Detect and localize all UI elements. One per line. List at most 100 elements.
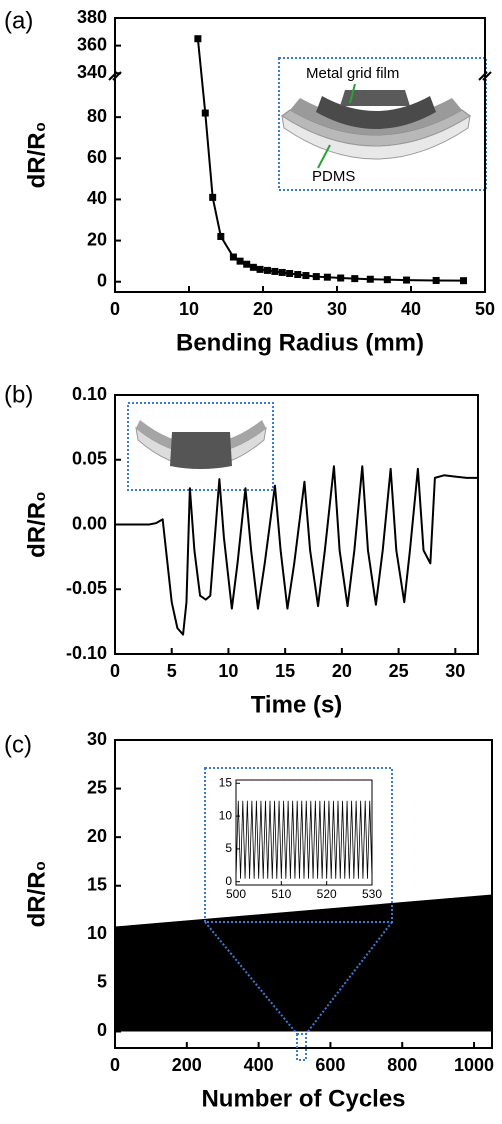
x-tick-label: 30 xyxy=(327,299,347,319)
y-tick-label: 80 xyxy=(87,106,107,126)
x-tick-label: 20 xyxy=(253,299,273,319)
x-tick-label: 510 xyxy=(271,887,291,901)
x-tick-label: 30 xyxy=(445,661,465,681)
x-tick-label: 10 xyxy=(218,661,238,681)
x-tick-label: 520 xyxy=(317,887,337,901)
x-tick-label: 0 xyxy=(110,1055,120,1075)
x-tick-label: 0 xyxy=(110,661,120,681)
pointer xyxy=(349,83,356,104)
y-tick-label: 10 xyxy=(219,808,233,822)
data-point xyxy=(366,275,374,283)
y-tick-label: 0.00 xyxy=(72,513,107,533)
y-tick-label: -0.10 xyxy=(66,643,107,663)
data-point xyxy=(194,35,202,43)
panel-label: (b) xyxy=(4,381,33,408)
data-point xyxy=(236,257,244,265)
y-tick-label: 40 xyxy=(87,188,107,208)
x-tick-label: 1000 xyxy=(454,1055,494,1075)
y-tick-label: 20 xyxy=(87,826,107,846)
data-point xyxy=(263,266,271,274)
y-tick-label: 5 xyxy=(97,972,107,992)
x-tick-label: 15 xyxy=(275,661,295,681)
data-point xyxy=(302,272,310,280)
pointer xyxy=(317,144,331,169)
zoom-line xyxy=(305,921,393,1035)
x-tick-label: 40 xyxy=(401,299,421,319)
y-tick-label: 20 xyxy=(87,229,107,249)
data-point xyxy=(229,253,237,261)
data-point xyxy=(403,276,411,284)
data-point xyxy=(249,263,257,271)
x-tick-label: 600 xyxy=(315,1055,345,1075)
data-line xyxy=(235,800,373,879)
y-tick-label: -0.05 xyxy=(66,578,107,598)
y-tick-label: 60 xyxy=(87,147,107,167)
inset-frame xyxy=(127,402,274,491)
y-tick-label: 0.05 xyxy=(72,449,107,469)
y-tick-label: 10 xyxy=(87,923,107,943)
plot-frame xyxy=(114,17,486,293)
zoom-line xyxy=(204,921,298,1035)
y-axis-title: dR/R₀ xyxy=(23,491,50,558)
data-point xyxy=(383,276,391,284)
data-point xyxy=(432,276,440,284)
x-tick-label: 5 xyxy=(167,661,177,681)
data-band xyxy=(115,894,492,1032)
data-point xyxy=(256,265,264,273)
data-point xyxy=(294,271,302,279)
x-tick-label: 25 xyxy=(389,661,409,681)
data-point xyxy=(323,273,331,281)
annotation: Metal grid film xyxy=(306,65,399,82)
plot-frame xyxy=(114,394,479,655)
y-tick-label: 0 xyxy=(225,874,232,888)
y-tick-label: 25 xyxy=(87,777,107,797)
x-tick-label: 500 xyxy=(226,887,246,901)
data-point xyxy=(312,273,320,281)
data-point xyxy=(271,267,279,275)
y-tick-label: 15 xyxy=(87,874,107,894)
film-illustration xyxy=(135,420,267,469)
data-point xyxy=(337,274,345,282)
zoom-region xyxy=(296,1033,307,1061)
data-point xyxy=(351,275,359,283)
y-tick-label: 30 xyxy=(87,729,107,749)
x-tick-label: 0 xyxy=(110,299,120,319)
data-point xyxy=(201,109,209,117)
data-point xyxy=(217,232,225,240)
panel-label: (a) xyxy=(4,7,33,34)
x-tick-label: 530 xyxy=(362,887,382,901)
panel-label: (c) xyxy=(4,731,32,758)
x-tick-label: 400 xyxy=(244,1055,274,1075)
x-axis-title: Time (s) xyxy=(251,691,343,718)
y-tick-label: 0 xyxy=(97,1020,107,1040)
data-point xyxy=(286,269,294,277)
axis-break xyxy=(108,71,492,81)
y-tick-label: 0 xyxy=(97,270,107,290)
data-point xyxy=(278,268,286,276)
y-tick-label: 5 xyxy=(225,841,232,855)
y-axis-title: dR/R₀ xyxy=(23,861,50,928)
data-point xyxy=(209,193,217,201)
x-tick-label: 800 xyxy=(387,1055,417,1075)
film-illustration xyxy=(281,90,471,160)
x-tick-label: 50 xyxy=(475,299,495,319)
annotation: PDMS xyxy=(312,168,355,185)
y-tick-label: 15 xyxy=(219,775,233,789)
plot-frame xyxy=(114,739,493,1049)
x-tick-label: 200 xyxy=(172,1055,202,1075)
y-tick-label: 380 xyxy=(77,7,107,27)
x-tick-label: 20 xyxy=(332,661,352,681)
data-line xyxy=(115,465,478,636)
y-axis-title: dR/R₀ xyxy=(23,122,50,189)
y-tick-label: 340 xyxy=(77,62,107,82)
x-tick-label: 10 xyxy=(179,299,199,319)
y-tick-label: 360 xyxy=(77,34,107,54)
inset-frame xyxy=(204,767,393,923)
x-axis-title: Number of Cycles xyxy=(201,1085,405,1112)
data-point xyxy=(460,277,468,285)
x-axis-title: Bending Radius (mm) xyxy=(176,329,424,356)
y-tick-label: 0.10 xyxy=(72,384,107,404)
data-point xyxy=(243,260,251,268)
